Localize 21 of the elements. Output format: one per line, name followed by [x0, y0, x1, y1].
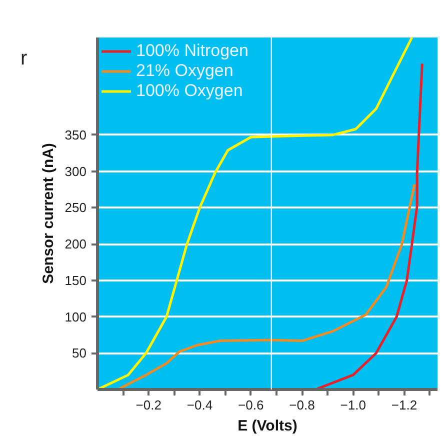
- x-tick-label: −0.6: [238, 398, 264, 412]
- x-tick-label: −0.2: [136, 398, 162, 412]
- x-tick-label: −1.2: [391, 398, 418, 412]
- line-series: [118, 183, 416, 390]
- y-tick-label: 50: [72, 346, 87, 361]
- legend-label: 100% Oxygen: [136, 81, 243, 101]
- x-tick-label: −0.4: [186, 398, 213, 412]
- legend-label: 100% Nitrogen: [136, 41, 248, 61]
- x-tick-label: −0.8: [289, 398, 315, 412]
- x-tick-label: −1.0: [340, 398, 366, 412]
- y-tick-label: 100: [64, 309, 87, 324]
- x-axis-title: E (Volts): [238, 418, 298, 434]
- y-tick-label: 250: [64, 200, 87, 216]
- y-tick-label: 150: [64, 272, 87, 288]
- y-tick-label: 350: [64, 127, 87, 142]
- text: r: [20, 48, 28, 70]
- y-tick-label: 200: [64, 236, 87, 252]
- legend-label: 21% Oxygen: [136, 61, 234, 81]
- y-axis-title: Sensor current (nA): [40, 143, 57, 284]
- y-tick-label: 300: [64, 164, 87, 179]
- line-series: [316, 62, 424, 390]
